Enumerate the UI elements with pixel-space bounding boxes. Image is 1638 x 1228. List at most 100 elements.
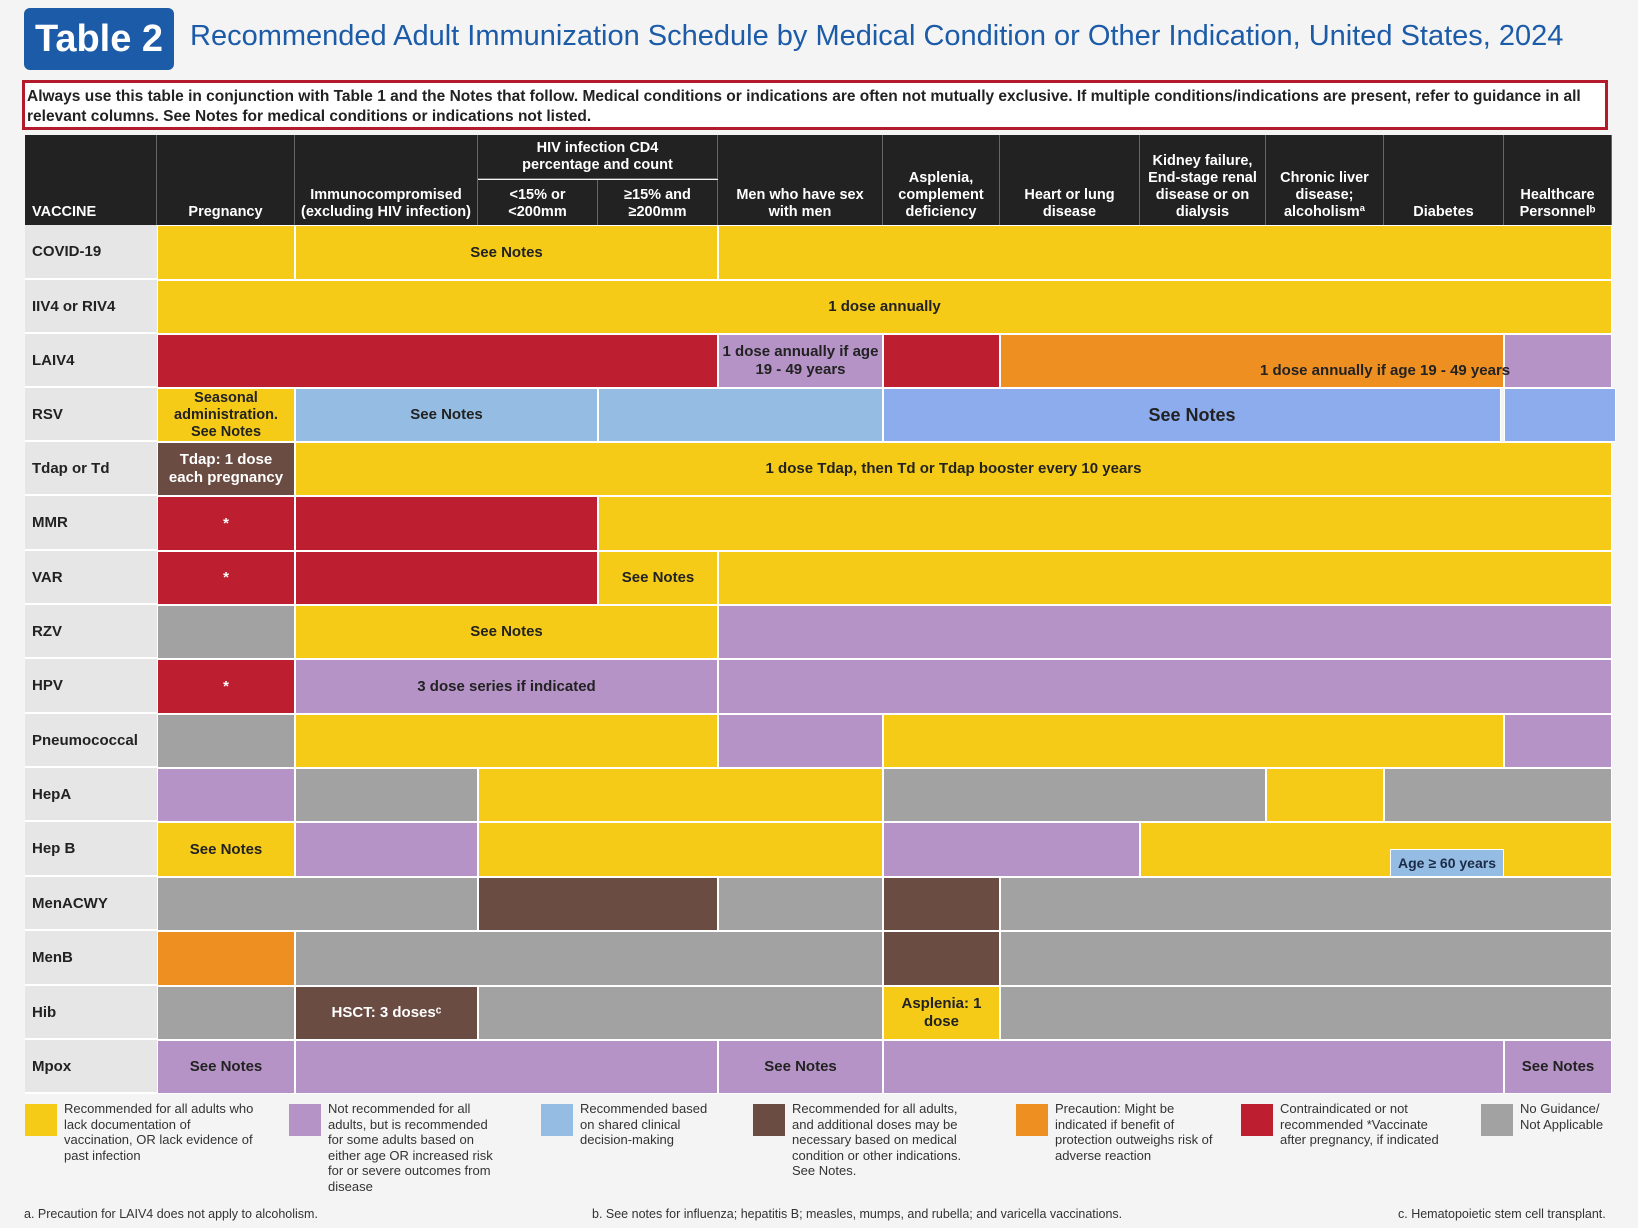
vaccine-label-hepa: HepA bbox=[25, 768, 157, 822]
cell-var-others bbox=[718, 551, 1612, 605]
cell-mmr-immuno-hiv bbox=[295, 496, 598, 551]
cell-menacwy-asplenia bbox=[883, 877, 1000, 931]
rsv-conditions-text: See Notes bbox=[1148, 405, 1236, 425]
vaccine-label-var: VAR bbox=[25, 551, 157, 605]
cell-pneumo-pregnancy bbox=[157, 714, 295, 768]
vaccine-label-tdap: Tdap or Td bbox=[25, 442, 157, 496]
cell-laiv4-hcp bbox=[1504, 334, 1612, 388]
vaccine-label-laiv4: LAIV4 bbox=[25, 334, 157, 388]
cell-hepa-asplenia-kidney bbox=[883, 768, 1266, 822]
cell-hepb-hiv-msm bbox=[478, 822, 883, 877]
cell-hib-asplenia: Asplenia: 1 dose bbox=[883, 986, 1000, 1040]
col-healthcare-personnel: Healthcare Personnelᵇ bbox=[1504, 135, 1612, 225]
legend-swatch-contraindicated bbox=[1241, 1104, 1273, 1136]
cell-mpox-immuno-hiv bbox=[295, 1040, 718, 1094]
cell-tdap-all: 1 dose Tdap, then Td or Tdap booster eve… bbox=[295, 442, 1612, 496]
col-hiv-group: HIV infection CD4 percentage and count bbox=[478, 135, 718, 179]
cell-laiv4-asplenia bbox=[883, 334, 1000, 388]
legend-text-precaution: Precaution: Might be indicated if benefi… bbox=[1055, 1101, 1213, 1163]
col-liver: Chronic liver disease; alcoholismª bbox=[1266, 135, 1384, 225]
cell-rsv-conditions: See Notes bbox=[883, 388, 1501, 442]
legend-swatch-precaution bbox=[1016, 1104, 1048, 1136]
legend-text-contraindicated: Contraindicated or not recommended *Vacc… bbox=[1280, 1101, 1439, 1147]
vaccine-label-hpv: HPV bbox=[25, 659, 157, 714]
vaccine-label-rsv: RSV bbox=[25, 388, 157, 442]
cell-pneumo-msm bbox=[718, 714, 883, 768]
vaccine-label-pneumococcal: Pneumococcal bbox=[25, 714, 157, 768]
cell-hpv-immuno-hiv: 3 dose series if indicated bbox=[295, 659, 718, 714]
cell-laiv4-msm: 1 dose annually if age 19 - 49 years bbox=[718, 334, 883, 388]
vaccine-label-mpox: Mpox bbox=[25, 1040, 157, 1094]
cell-hib-others bbox=[1000, 986, 1612, 1040]
cell-menacwy-others bbox=[1000, 877, 1612, 931]
cell-hepa-immuno bbox=[295, 768, 478, 822]
cell-mmr-pregnancy: * bbox=[157, 496, 295, 551]
legend-swatch-additional-doses bbox=[753, 1104, 785, 1136]
cell-var-pregnancy: * bbox=[157, 551, 295, 605]
legend-swatch-recommended bbox=[25, 1104, 57, 1136]
col-immunocompromised: Immunocompromised (excluding HIV infecti… bbox=[295, 135, 478, 225]
hepb-age-60-box: Age ≥ 60 years bbox=[1390, 849, 1504, 877]
cell-var-hiv-high: See Notes bbox=[598, 551, 718, 605]
cell-covid-others bbox=[718, 225, 1612, 280]
cell-rzv-immuno-hiv: See Notes bbox=[295, 605, 718, 659]
col-kidney: Kidney failure, End-stage renal disease … bbox=[1140, 135, 1266, 225]
cell-var-immuno-hiv bbox=[295, 551, 598, 605]
cell-hepb-immuno bbox=[295, 822, 478, 877]
cell-iiv4-all: 1 dose annually bbox=[157, 280, 1612, 334]
footnote-b: b. See notes for influenza; hepatitis B;… bbox=[592, 1207, 1123, 1221]
cell-mpox-msm: See Notes bbox=[718, 1040, 883, 1094]
cell-hib-hiv-msm bbox=[478, 986, 883, 1040]
cell-pneumo-immuno-hiv bbox=[295, 714, 718, 768]
cell-tdap-pregnancy: Tdap: 1 dose each pregnancy bbox=[157, 442, 295, 496]
laiv4-age-note: 1 dose annually if age 19 - 49 years bbox=[1260, 362, 1511, 379]
col-vaccine: VACCINE bbox=[25, 135, 157, 225]
cell-rsv-immuno: See Notes bbox=[295, 388, 598, 442]
instructions-box: Always use this table in conjunction wit… bbox=[22, 80, 1608, 130]
footnote-a: a. Precaution for LAIV4 does not apply t… bbox=[24, 1207, 318, 1221]
footnote-c: c. Hematopoietic stem cell transplant. bbox=[1398, 1207, 1606, 1221]
cell-menacwy-hiv bbox=[478, 877, 718, 931]
cell-menacwy-preg-immuno bbox=[157, 877, 478, 931]
col-msm: Men who have sex with men bbox=[718, 135, 883, 225]
cell-menb-immuno-msm bbox=[295, 931, 883, 986]
legend-text-additional-doses: Recommended for all adults, and addition… bbox=[792, 1101, 962, 1178]
cell-rsv-hcp bbox=[1504, 388, 1616, 442]
cell-hepa-pregnancy bbox=[157, 768, 295, 822]
vaccine-label-mmr: MMR bbox=[25, 496, 157, 551]
cell-hepb-pregnancy: See Notes bbox=[157, 822, 295, 877]
cell-rsv-hiv-msm bbox=[598, 388, 883, 442]
cell-laiv4-contraindicated bbox=[157, 334, 718, 388]
cell-mpox-hcp: See Notes bbox=[1504, 1040, 1612, 1094]
cell-rzv-pregnancy bbox=[157, 605, 295, 659]
col-heart-lung: Heart or lung disease bbox=[1000, 135, 1140, 225]
cell-pneumo-hcp bbox=[1504, 714, 1612, 768]
cell-laiv4-precaution bbox=[1000, 334, 1504, 388]
col-hiv-low: <15% or <200mm bbox=[478, 180, 598, 225]
vaccine-label-menb: MenB bbox=[25, 931, 157, 986]
page-title: Recommended Adult Immunization Schedule … bbox=[190, 20, 1564, 52]
vaccine-label-hepb: Hep B bbox=[25, 822, 157, 877]
legend-text-risk-based: Not recommended for all adults, but is r… bbox=[328, 1101, 493, 1194]
cell-hpv-others bbox=[718, 659, 1612, 714]
cell-hepa-hiv-msm bbox=[478, 768, 883, 822]
vaccine-label-rzv: RZV bbox=[25, 605, 157, 659]
cell-hib-immuno: HSCT: 3 dosesᶜ bbox=[295, 986, 478, 1040]
cell-hepb-kidney-hcp bbox=[1140, 822, 1612, 877]
cell-menb-asplenia bbox=[883, 931, 1000, 986]
col-asplenia: Asplenia, complement deficiency bbox=[883, 135, 1000, 225]
vaccine-label-hib: Hib bbox=[25, 986, 157, 1040]
cell-hpv-pregnancy: * bbox=[157, 659, 295, 714]
col-pregnancy: Pregnancy bbox=[157, 135, 295, 225]
legend-swatch-no-guidance bbox=[1481, 1104, 1513, 1136]
cell-pneumo-conditions bbox=[883, 714, 1504, 768]
table-badge: Table 2 bbox=[24, 8, 174, 70]
col-diabetes: Diabetes bbox=[1384, 135, 1504, 225]
vaccine-label-menacwy: MenACWY bbox=[25, 877, 157, 931]
legend-swatch-shared-decision bbox=[541, 1104, 573, 1136]
cell-menb-pregnancy bbox=[157, 931, 295, 986]
cell-mpox-conditions bbox=[883, 1040, 1504, 1094]
cell-rsv-pregnancy: Seasonal administration. See Notes bbox=[157, 388, 295, 442]
cell-hepb-asplenia-heart bbox=[883, 822, 1140, 877]
vaccine-label-iiv4: IIV4 or RIV4 bbox=[25, 280, 157, 334]
